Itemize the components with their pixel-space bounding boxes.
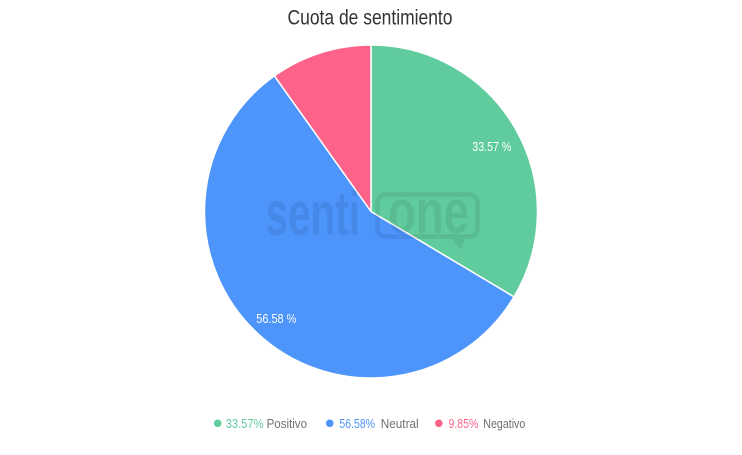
svg-text:Negativo: Negativo <box>483 416 525 431</box>
svg-text:56.58 %: 56.58 % <box>256 312 296 326</box>
svg-text:one: one <box>388 178 469 247</box>
svg-text:9.85%: 9.85% <box>449 416 479 431</box>
svg-text:Neutral: Neutral <box>381 416 419 431</box>
svg-text:33.57%: 33.57% <box>226 416 264 431</box>
svg-text:Cuota de sentimiento: Cuota de sentimiento <box>288 7 453 30</box>
svg-text:Positivo: Positivo <box>267 416 307 431</box>
svg-text:56.58%: 56.58% <box>339 416 375 431</box>
svg-text:33.57 %: 33.57 % <box>472 140 511 154</box>
svg-text:senti: senti <box>266 180 361 249</box>
